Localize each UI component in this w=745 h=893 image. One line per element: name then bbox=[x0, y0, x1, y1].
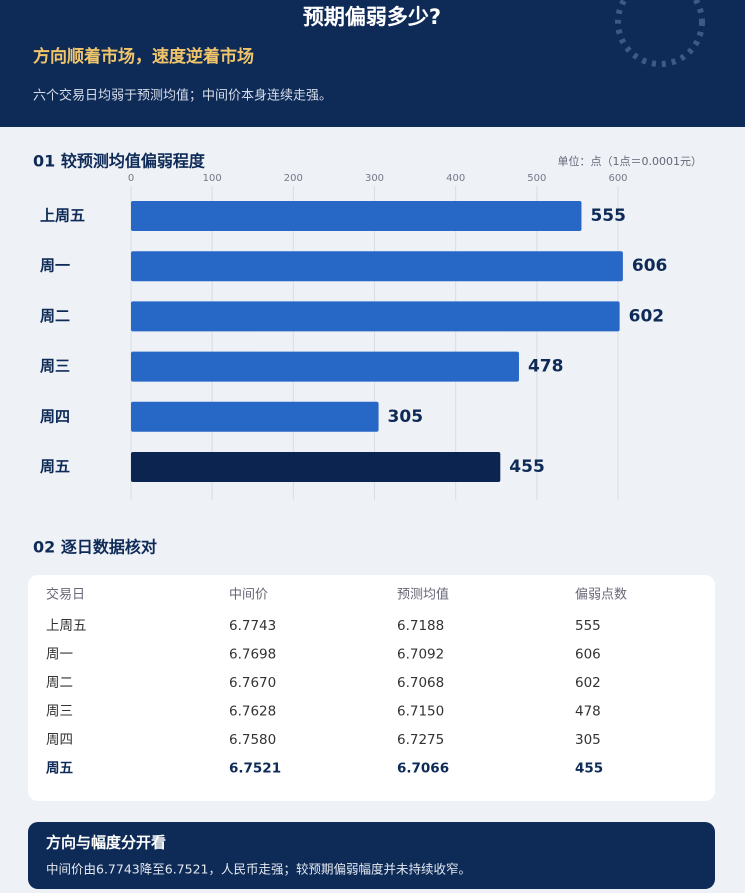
subtitle: 方向顺着市场，速度逆着市场 bbox=[33, 46, 254, 67]
table-cell: 6.7628 bbox=[229, 704, 276, 720]
table-cell: 6.7150 bbox=[397, 704, 444, 720]
category-label: 上周五 bbox=[40, 207, 85, 225]
x-tick-label: 600 bbox=[608, 173, 627, 184]
description: 六个交易日均弱于预测均值；中间价本身连续走强。 bbox=[33, 88, 332, 104]
value-label: 555 bbox=[590, 206, 626, 226]
table-cell: 6.7188 bbox=[397, 618, 444, 634]
category-label: 周三 bbox=[40, 357, 70, 375]
bar bbox=[131, 452, 501, 482]
table-header: 交易日 bbox=[46, 587, 85, 603]
table-cell: 606 bbox=[575, 647, 601, 663]
table-cell: 周五 bbox=[46, 761, 73, 777]
table-cell: 上周五 bbox=[46, 618, 87, 634]
bar bbox=[131, 401, 379, 432]
table-cell: 周四 bbox=[46, 732, 73, 748]
table-card bbox=[28, 575, 715, 801]
table-title: 02 逐日数据核对 bbox=[33, 538, 157, 557]
footer-text: 中间价由6.7743降至6.7521，人民币走强；较预期偏弱幅度并未持续收窄。 bbox=[46, 862, 471, 877]
category-label: 周五 bbox=[40, 458, 70, 476]
unit-note: 单位：点（1点＝0.0001元） bbox=[558, 154, 703, 168]
table-cell: 6.7580 bbox=[229, 732, 276, 748]
x-tick-label: 100 bbox=[203, 173, 222, 184]
bar bbox=[131, 301, 620, 332]
table-cell: 周一 bbox=[46, 647, 73, 663]
value-label: 455 bbox=[509, 457, 545, 477]
table-cell: 6.7670 bbox=[229, 675, 276, 691]
value-label: 606 bbox=[632, 256, 668, 276]
page-title: 预期偏弱多少? bbox=[303, 5, 441, 29]
footer-title: 方向与幅度分开看 bbox=[46, 834, 166, 852]
x-tick-label: 500 bbox=[527, 173, 546, 184]
chart-title: 01 较预测均值偏弱程度 bbox=[33, 152, 206, 171]
table-cell: 6.7068 bbox=[397, 675, 444, 691]
table-cell: 602 bbox=[575, 675, 601, 691]
table-cell: 6.7743 bbox=[229, 618, 276, 634]
table-cell: 周三 bbox=[46, 704, 73, 720]
table-header: 偏弱点数 bbox=[575, 588, 627, 603]
category-label: 周四 bbox=[40, 407, 70, 425]
table-cell: 478 bbox=[575, 704, 601, 720]
table-header: 中间价 bbox=[229, 588, 268, 603]
table-cell: 455 bbox=[575, 761, 603, 777]
x-tick-label: 200 bbox=[284, 173, 303, 184]
table-cell: 6.7275 bbox=[397, 732, 444, 748]
x-tick-label: 0 bbox=[128, 173, 134, 184]
table-cell: 6.7066 bbox=[397, 761, 449, 777]
table-cell: 周二 bbox=[46, 675, 73, 691]
value-label: 305 bbox=[388, 407, 424, 427]
category-label: 周一 bbox=[40, 257, 70, 275]
x-tick-label: 300 bbox=[365, 173, 384, 184]
table-cell: 6.7521 bbox=[229, 761, 281, 777]
value-label: 602 bbox=[629, 306, 665, 326]
logo-decoration bbox=[615, 0, 705, 67]
category-label: 周二 bbox=[40, 307, 70, 325]
bar bbox=[131, 351, 519, 382]
value-label: 478 bbox=[528, 357, 564, 377]
table-cell: 305 bbox=[575, 732, 601, 748]
bar bbox=[131, 201, 582, 231]
table-cell: 555 bbox=[575, 618, 601, 634]
table-cell: 6.7698 bbox=[229, 647, 276, 663]
footer-box bbox=[28, 822, 715, 889]
table-header: 预测均值 bbox=[397, 587, 449, 603]
table-cell: 6.7092 bbox=[397, 647, 444, 663]
x-tick-label: 400 bbox=[446, 173, 465, 184]
bar bbox=[131, 251, 623, 282]
